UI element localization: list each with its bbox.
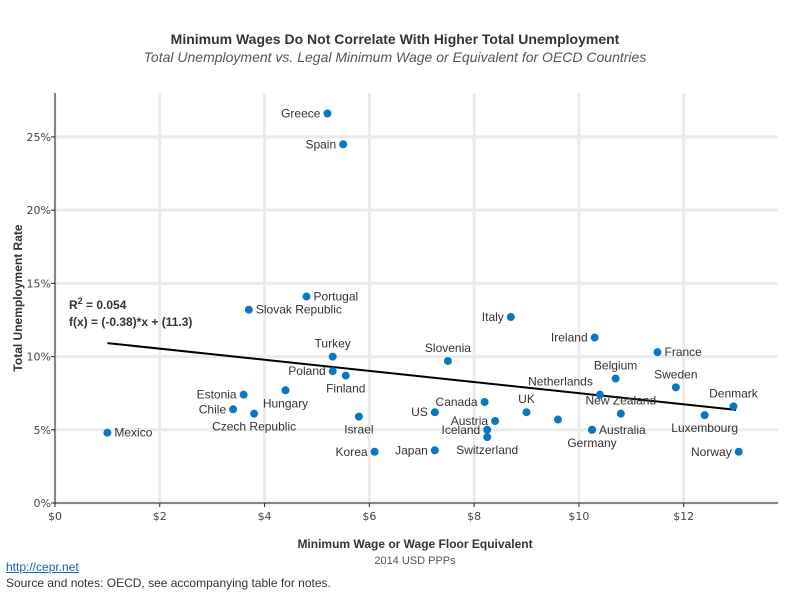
- point-label: Greece: [281, 107, 321, 121]
- data-point: [506, 313, 515, 322]
- data-point: [588, 425, 597, 434]
- regression-formula: f(x) = (-0.38)*x + (11.3): [69, 315, 192, 329]
- point-label: Switzerland: [456, 443, 518, 457]
- point-label: Finland: [326, 382, 365, 396]
- data-point: [328, 352, 337, 361]
- data-point: [616, 409, 625, 418]
- point-label: Belgium: [594, 359, 637, 373]
- data-point: [430, 446, 439, 455]
- data-point: [354, 412, 363, 421]
- x-tick-label: $2: [153, 510, 167, 523]
- point-label: Czech Republic: [212, 420, 296, 434]
- point-label: New Zealand: [585, 394, 656, 408]
- data-point: [700, 411, 709, 420]
- data-point: [244, 305, 253, 314]
- x-tick-label: $10: [568, 510, 589, 523]
- point-label: Portugal: [313, 290, 358, 304]
- data-point: [590, 333, 599, 342]
- point-label: Japan: [395, 443, 428, 457]
- point-label: US: [411, 405, 428, 419]
- data-point: [734, 447, 743, 456]
- y-axis-title: Total Unemployment Rate: [11, 224, 25, 371]
- chart-subtitle: Total Unemployment vs. Legal Minimum Wag…: [144, 49, 647, 65]
- x-tick-label: $6: [362, 510, 376, 523]
- y-tick-label: 20%: [27, 204, 51, 217]
- regression-line: [107, 342, 737, 411]
- data-point: [323, 109, 332, 118]
- data-point: [443, 356, 452, 365]
- point-label: Chile: [199, 402, 227, 416]
- y-tick-label: 15%: [27, 277, 51, 290]
- point-label: Germany: [567, 436, 616, 450]
- data-point: [553, 415, 562, 424]
- source-notes: Source and notes: OECD, see accompanying…: [6, 576, 331, 590]
- source-link[interactable]: http://cepr.net: [6, 560, 79, 574]
- point-label: Norway: [691, 445, 732, 459]
- point-label: Poland: [288, 364, 325, 378]
- point-label: Luxembourg: [671, 421, 738, 435]
- plot-area: $0 $2 $4 $6 $8 $10 $12 0% 5% 10% 15% 20% 25% R2 = 0.0…: [27, 93, 778, 523]
- point-label: Slovak Republic: [256, 303, 342, 317]
- point-label: Spain: [305, 137, 336, 151]
- data-point: [491, 417, 500, 425]
- point-label: Mexico: [114, 426, 152, 440]
- point-label: Estonia: [197, 388, 237, 402]
- point-label: Hungary: [263, 396, 308, 410]
- point-label: Sweden: [654, 367, 697, 381]
- x-axis-subtitle: 2014 USD PPPs: [374, 555, 456, 567]
- x-tick-label: $0: [48, 510, 62, 523]
- point-label: Israel: [344, 423, 373, 437]
- point-label: Slovenia: [425, 341, 471, 355]
- y-tick-label: 5%: [34, 424, 51, 437]
- point-label: Korea: [336, 445, 368, 459]
- point-label: Netherlands: [528, 375, 593, 389]
- data-point: [302, 292, 311, 301]
- data-point: [671, 383, 680, 392]
- data-point: [483, 433, 492, 442]
- data-point: [483, 425, 492, 434]
- point-label: Australia: [599, 423, 646, 437]
- point-label: Italy: [482, 310, 504, 324]
- data-point: [341, 371, 350, 380]
- point-label: Turkey: [315, 337, 351, 351]
- y-tick-label: 25%: [27, 131, 51, 144]
- data-point: [611, 374, 620, 383]
- data-point: [729, 402, 738, 411]
- point-label: Iceland: [442, 423, 481, 437]
- data-point: [103, 428, 112, 437]
- point-label: Denmark: [709, 386, 759, 400]
- data-point: [328, 367, 337, 376]
- data-point: [229, 405, 238, 414]
- data-point: [370, 447, 379, 456]
- point-label: UK: [518, 392, 535, 406]
- x-tick-label: $4: [258, 510, 272, 523]
- point-label: Ireland: [551, 331, 588, 345]
- point-label: Canada: [436, 395, 478, 409]
- data-point: [522, 408, 531, 417]
- chart-title: Minimum Wages Do Not Correlate With High…: [171, 31, 620, 47]
- point-label: France: [665, 345, 703, 359]
- data-point: [239, 390, 248, 399]
- data-point: [653, 348, 662, 357]
- x-tick-label: $12: [673, 510, 694, 523]
- point-label: Austria: [451, 414, 489, 428]
- data-point: [250, 409, 259, 418]
- data-point: [480, 397, 489, 406]
- data-point: [339, 140, 348, 149]
- data-point: [595, 390, 604, 399]
- x-tick-label: $8: [467, 510, 481, 523]
- data-point: [281, 386, 290, 395]
- data-point: [430, 408, 439, 417]
- r-squared-label: R2 = 0.054: [69, 296, 127, 312]
- x-axis-title: Minimum Wage or Wage Floor Equivalent: [297, 537, 532, 551]
- y-tick-label: 10%: [27, 351, 51, 364]
- y-tick-label: 0%: [34, 497, 51, 510]
